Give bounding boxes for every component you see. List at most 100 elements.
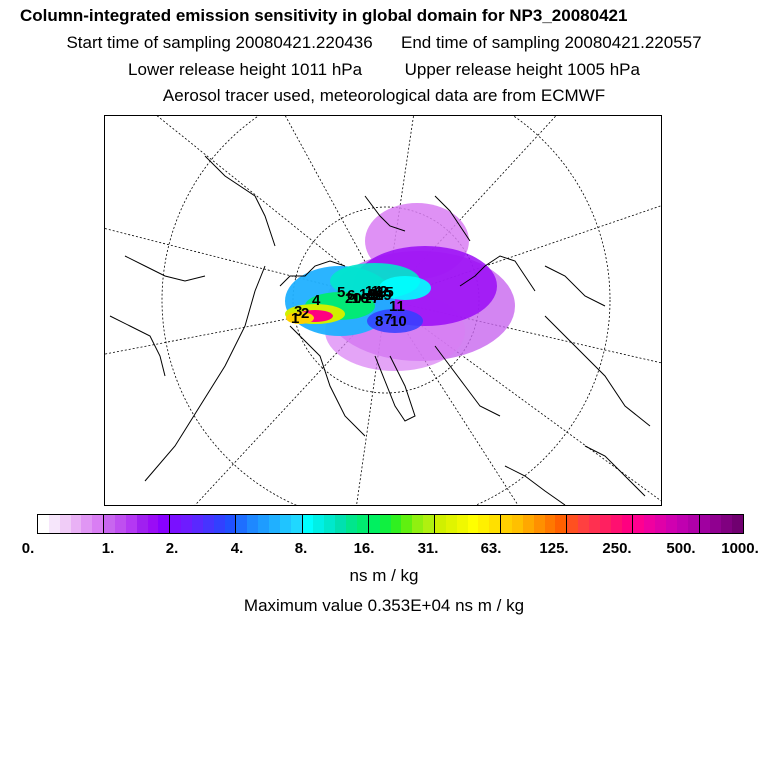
- colorbar-swatch: [247, 515, 259, 533]
- colorbar-swatch: [621, 515, 633, 533]
- colorbar-tick-label: 125.: [539, 540, 569, 557]
- colorbar-swatch: [423, 515, 434, 533]
- receptor-label: 3: [294, 303, 302, 320]
- colorbar-swatch: [103, 515, 116, 533]
- colorbar-swatch: [202, 515, 214, 533]
- receptor-label: 13: [359, 286, 376, 303]
- colorbar-swatch: [269, 515, 280, 533]
- colorbar-swatch: [467, 515, 479, 533]
- colorbar-swatch: [335, 515, 347, 533]
- colorbar-swatch: [258, 515, 270, 533]
- colorbar-tick-label: 1.: [101, 540, 115, 557]
- colorbar-swatch: [313, 515, 325, 533]
- colorbar-tick-label: 16.: [353, 540, 375, 557]
- colorbar-swatch: [181, 515, 193, 533]
- upper-release-label: Upper release height 1005 hPa: [404, 60, 640, 79]
- colorbar-tick-label: 4.: [230, 540, 244, 557]
- coastlines: [109, 155, 651, 505]
- receptor-label: 2: [301, 305, 309, 322]
- colorbar-swatch: [721, 515, 733, 533]
- receptor-label: 5: [337, 284, 345, 301]
- receptor-label: 4: [312, 292, 321, 309]
- sampling-times: Start time of sampling 20080421.220436 E…: [0, 33, 768, 53]
- colorbar-swatch: [456, 515, 468, 533]
- max-value-label: Maximum value 0.353E+04 ns m / kg: [243, 596, 525, 615]
- colorbar-tick-label: 0.: [21, 540, 35, 557]
- receptor-label: 9: [370, 286, 378, 303]
- colorbar-swatch: [192, 515, 203, 533]
- colorbar-swatch: [235, 515, 248, 533]
- lower-release-label: Lower release height 1011 hPa: [128, 60, 363, 79]
- receptor-label: 16: [352, 290, 369, 307]
- colorbar-swatch: [279, 515, 291, 533]
- colorbar-swatch: [379, 515, 391, 533]
- colorbar-swatch: [224, 515, 236, 533]
- colorbar-swatch: [158, 515, 170, 533]
- receptor-label: 18: [367, 287, 384, 304]
- colorbar-swatch: [478, 515, 490, 533]
- map-panel: 1 2 3 4 5 6 7 8 9 10 11 12 13 14 15 16 1…: [104, 115, 662, 506]
- colorbar-swatch: [500, 515, 512, 533]
- colorbar-swatch: [732, 515, 743, 533]
- colorbar-swatch: [356, 515, 368, 533]
- colorbar-swatch: [698, 515, 711, 533]
- colorbar-swatch: [710, 515, 722, 533]
- colorbar-swatch: [412, 515, 424, 533]
- colorbar-swatch: [48, 515, 60, 533]
- colorbar-swatch: [147, 515, 159, 533]
- colorbar-swatch: [70, 515, 82, 533]
- colorbar-swatch: [644, 515, 656, 533]
- colorbar-swatch: [588, 515, 600, 533]
- plot-title: Column-integrated emission sensitivity i…: [20, 6, 628, 25]
- colorbar-swatch: [610, 515, 622, 533]
- end-time-label: End time of sampling 20080421.220557: [401, 33, 702, 52]
- receptor-label: 11: [389, 298, 405, 315]
- colorbar-swatch: [125, 515, 137, 533]
- receptor-label: 12: [371, 283, 388, 300]
- colorbar-swatch: [301, 515, 314, 533]
- colorbar-swatch: [390, 515, 402, 533]
- colorbar-swatch: [511, 515, 523, 533]
- colorbar-swatch: [59, 515, 71, 533]
- colorbar-ticks: 0. 1. 2. 4. 8. 16. 31. 63. 125. 250. 500. 1000.: [0, 540, 768, 560]
- receptor-label: 6: [347, 287, 355, 304]
- colorbar-swatch: [346, 515, 357, 533]
- colorbar-swatch: [445, 515, 457, 533]
- colorbar-swatch: [115, 515, 126, 533]
- colorbar-tick-label: 31.: [417, 540, 439, 557]
- colorbar-swatch: [632, 515, 645, 533]
- colorbar-swatch: [290, 515, 302, 533]
- colorbar-swatch: [213, 515, 225, 533]
- colorbar-swatch: [169, 515, 182, 533]
- colorbar-swatch: [599, 515, 611, 533]
- colorbar: [37, 514, 744, 534]
- receptor-label: 7: [384, 311, 392, 328]
- colorbar-swatch: [578, 515, 589, 533]
- receptor-label: 15: [377, 284, 394, 301]
- tracer-info: Aerosol tracer used, meteorological data…: [162, 86, 606, 105]
- colorbar-swatch: [324, 515, 336, 533]
- colorbar-swatch: [676, 515, 688, 533]
- colorbar-tick-label: 250.: [602, 540, 632, 557]
- colorbar-tick-label: 8.: [294, 540, 308, 557]
- colorbar-tick-label: 500.: [666, 540, 696, 557]
- polar-map: 1 2 3 4 5 6 7 8 9 10 11 12 13 14 15 16 1…: [105, 116, 661, 505]
- colorbar-swatch: [38, 515, 49, 533]
- colorbar-swatch: [665, 515, 677, 533]
- colorbar-swatch: [81, 515, 93, 533]
- colorbar-swatch: [367, 515, 380, 533]
- receptor-label: 14: [365, 283, 382, 300]
- colorbar-swatch: [136, 515, 148, 533]
- colorbar-tick-label: 1000.: [721, 540, 759, 557]
- receptor-label: 19: [375, 287, 392, 304]
- receptor-label: 17: [363, 290, 380, 307]
- colorbar-swatch: [489, 515, 501, 533]
- colorbar-tick-label: 2.: [165, 540, 179, 557]
- colorbar-swatch: [433, 515, 446, 533]
- colorbar-swatch: [401, 515, 413, 533]
- receptor-label: 20: [345, 290, 362, 307]
- receptor-label: 10: [390, 313, 407, 330]
- release-heights: Lower release height 1011 hPa Upper rele…: [0, 60, 768, 80]
- colorbar-swatch: [687, 515, 699, 533]
- start-time-label: Start time of sampling 20080421.220436: [66, 33, 373, 52]
